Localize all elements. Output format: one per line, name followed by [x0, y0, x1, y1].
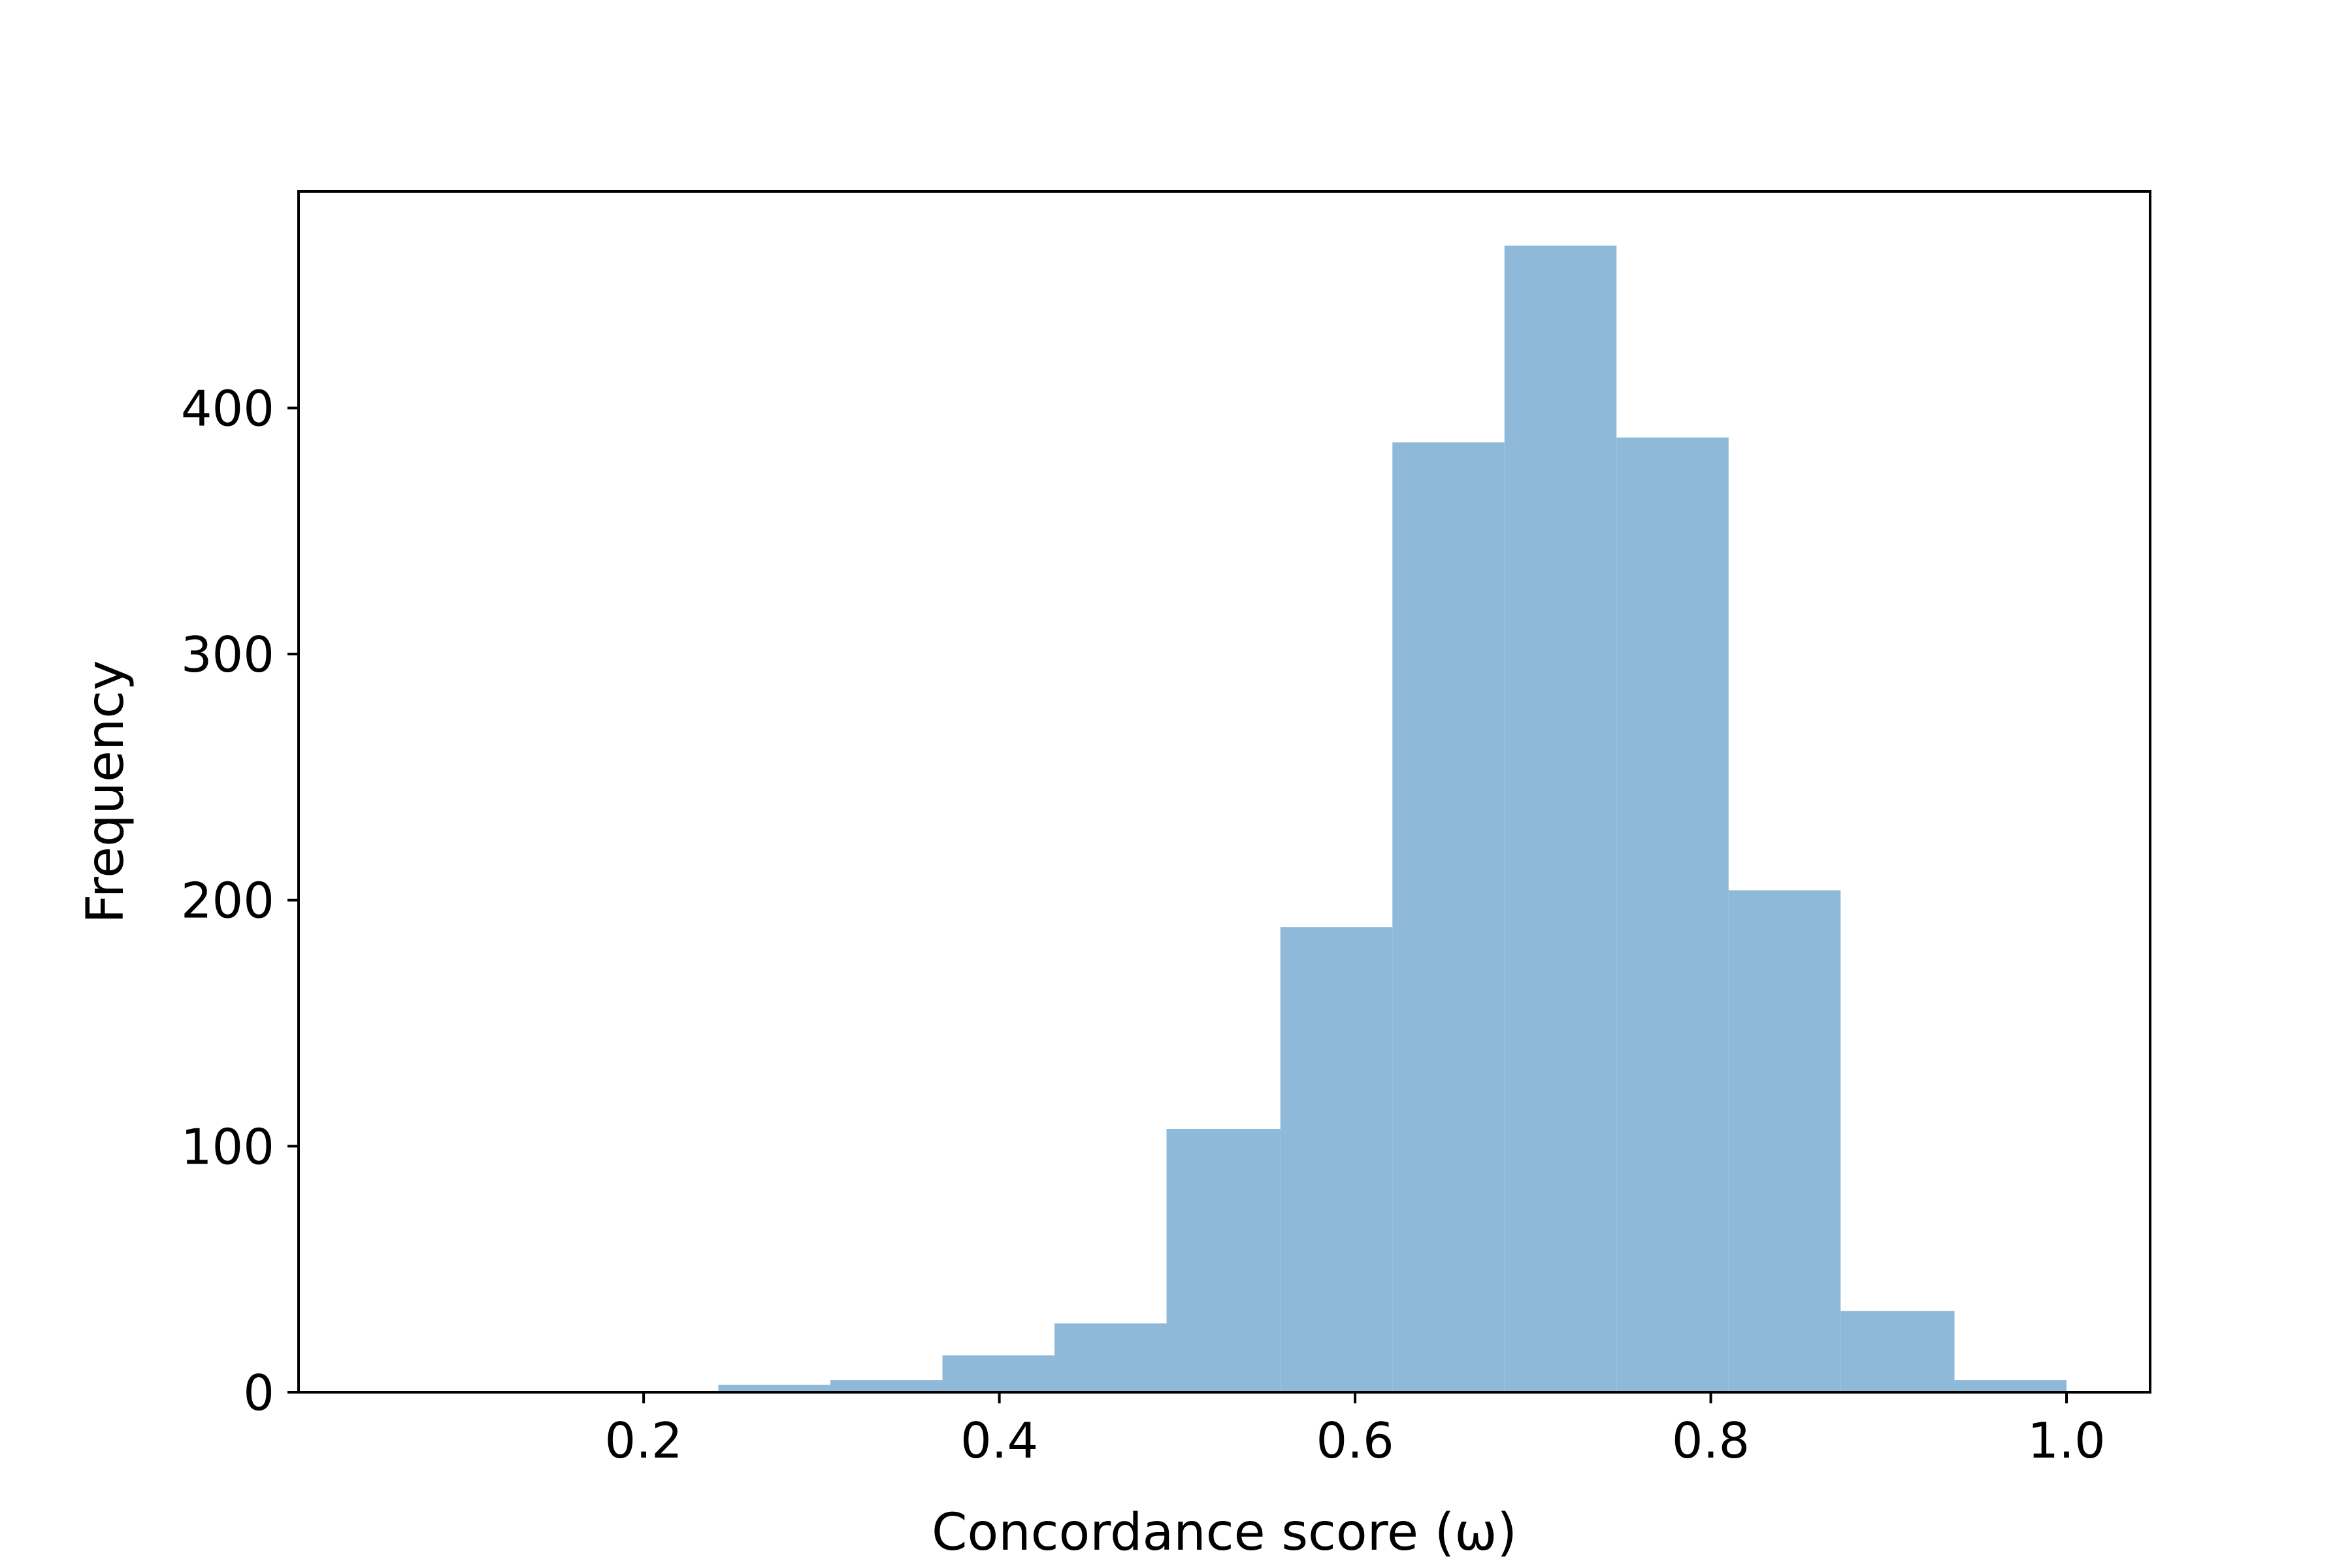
y-tick-label: 100: [181, 1118, 274, 1175]
histogram-bars: [718, 245, 2067, 1393]
x-tick-label: 0.8: [1672, 1412, 1750, 1469]
histogram-bar: [1054, 1323, 1167, 1392]
histogram-bar: [1280, 927, 1393, 1392]
histogram-bar: [1616, 437, 1729, 1392]
y-tick-label: 400: [181, 380, 274, 437]
histogram-bar: [1840, 1311, 1955, 1392]
y-tick-label: 300: [181, 626, 274, 683]
histogram-bar: [830, 1380, 943, 1392]
y-axis-ticks: 0 100 200 300 400: [181, 380, 299, 1422]
x-tick-label: 0.4: [960, 1412, 1038, 1469]
histogram-bar: [942, 1355, 1055, 1392]
y-tick-label: 200: [181, 872, 274, 930]
histogram-bar: [1954, 1380, 2067, 1392]
x-axis-ticks: 0.2 0.4 0.6 0.8 1.0: [605, 1392, 2106, 1469]
histogram-bar: [718, 1384, 830, 1392]
y-axis-label: Frequency: [76, 661, 135, 924]
x-axis-label: Concordance score (ω): [932, 1503, 1517, 1562]
histogram-bar: [1392, 442, 1505, 1392]
histogram-bar: [1728, 890, 1841, 1392]
histogram-bar: [1504, 245, 1617, 1393]
y-tick-label: 0: [243, 1364, 274, 1422]
x-tick-label: 1.0: [2027, 1412, 2105, 1469]
x-tick-label: 0.2: [605, 1412, 683, 1469]
plot-frame: [297, 190, 2151, 1394]
x-tick-label: 0.6: [1316, 1412, 1394, 1469]
histogram-bar: [1166, 1128, 1281, 1392]
